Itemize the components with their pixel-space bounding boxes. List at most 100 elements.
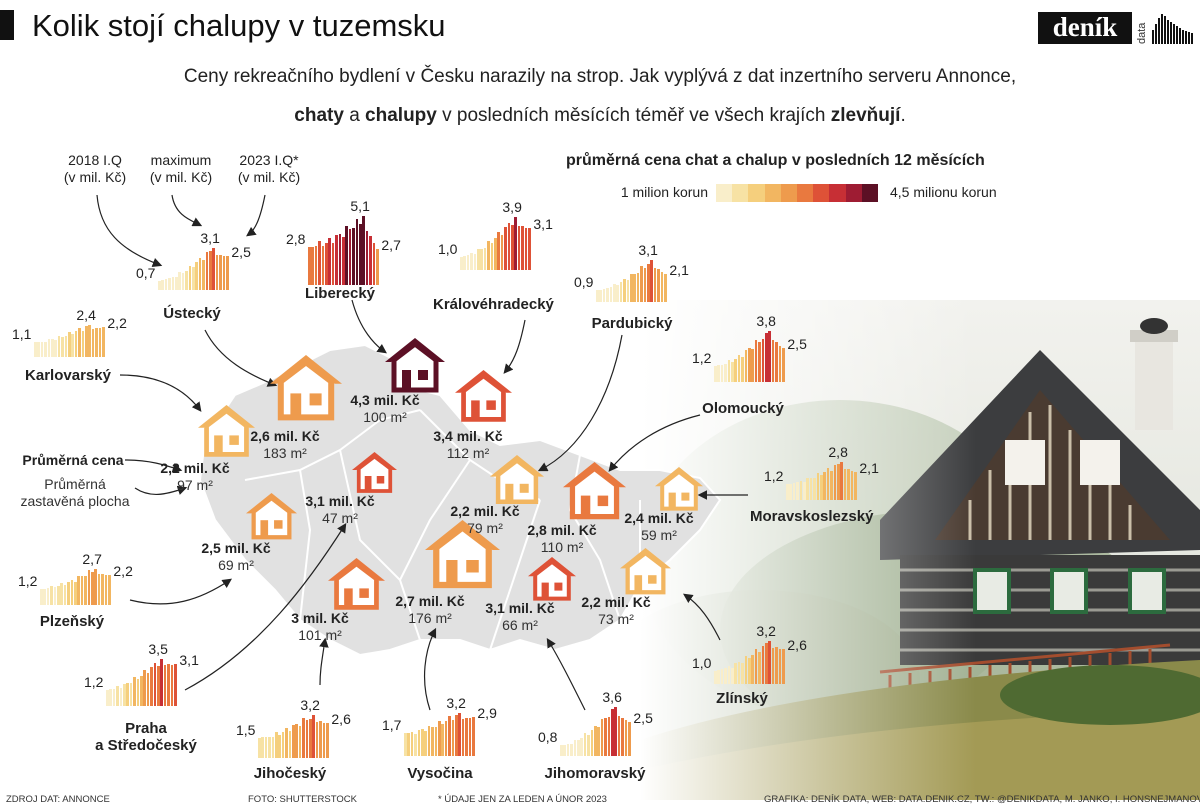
- bar: [322, 722, 326, 758]
- first-value-label: 1,5: [236, 721, 256, 738]
- bar: [348, 229, 352, 285]
- key-price-label: Průměrná cena: [22, 452, 124, 468]
- price-label: 2,2 mil. Kč: [450, 503, 520, 519]
- bar: [167, 664, 170, 706]
- bar: [653, 267, 657, 302]
- bar: [198, 258, 202, 290]
- bar: [778, 345, 782, 382]
- bar: [837, 463, 840, 500]
- bar: [109, 689, 112, 706]
- bar: [315, 721, 319, 758]
- bar: [261, 737, 264, 758]
- bar: [98, 328, 102, 357]
- legend-min-label: 1 milion korun: [620, 184, 708, 200]
- bar: [209, 251, 212, 290]
- bar: [44, 342, 47, 357]
- title-accent-bar: [0, 10, 14, 40]
- first-value-label: 1,0: [438, 240, 458, 257]
- house-icon: [246, 493, 297, 540]
- bar: [628, 722, 631, 756]
- key-max-label: maximum (v mil. Kč): [136, 152, 226, 186]
- bar: [150, 666, 153, 706]
- price-label: 3,1 mil. Kč: [485, 600, 555, 616]
- bar: [650, 260, 653, 302]
- bar: [168, 277, 171, 290]
- legend-swatch: [845, 184, 862, 202]
- bar: [528, 228, 531, 270]
- bar: [500, 235, 504, 270]
- max-value-label: 3,2: [756, 622, 776, 639]
- area-label: 47 m²: [322, 510, 358, 526]
- bar: [573, 739, 577, 756]
- logo-bars-icon: [1152, 12, 1194, 44]
- bar: [517, 225, 521, 270]
- bar: [158, 280, 161, 290]
- house-icon: [198, 405, 255, 457]
- bar: [833, 464, 837, 500]
- bar: [590, 729, 594, 756]
- bar: [102, 327, 105, 357]
- bar: [465, 717, 468, 756]
- bar: [504, 226, 507, 270]
- region-name: Vysočina: [407, 765, 473, 782]
- bar: [609, 287, 613, 302]
- bar: [60, 582, 63, 605]
- bar: [514, 217, 517, 270]
- last-value-label: 2,2: [107, 315, 127, 332]
- bar: [731, 361, 734, 382]
- bar: [47, 339, 51, 357]
- region-name: Plzeňský: [39, 613, 105, 630]
- bar: [298, 726, 302, 758]
- bar: [157, 665, 160, 706]
- bar: [487, 241, 490, 270]
- region-name: Jihomoravský: [544, 765, 646, 782]
- bar: [171, 276, 175, 290]
- area-label: 112 m²: [446, 445, 490, 461]
- bar: [106, 689, 109, 706]
- key-area-label: Průměrná zastavěná plocha: [20, 476, 130, 509]
- bar: [328, 237, 331, 285]
- bar: [854, 471, 857, 500]
- bar: [761, 645, 765, 684]
- bar: [192, 267, 195, 290]
- subtitle-text: a: [343, 105, 366, 126]
- last-value-label: 2,1: [859, 459, 879, 476]
- subtitle-word-chaty: chaty: [294, 105, 344, 126]
- bar: [112, 688, 116, 706]
- area-label: 79 m²: [467, 520, 503, 536]
- bar: [71, 334, 74, 357]
- bar: [847, 469, 850, 500]
- price-label: 3,1 mil. Kč: [305, 493, 375, 509]
- legend-swatch: [764, 184, 781, 202]
- bar: [566, 743, 570, 756]
- bar: [734, 663, 737, 684]
- area-label: 176 m²: [408, 610, 452, 626]
- bar: [295, 724, 298, 758]
- bar: [826, 467, 830, 500]
- bar: [421, 728, 424, 756]
- bar: [37, 341, 40, 357]
- bar: [40, 341, 44, 357]
- footer-credits: GRAFIKA: DENÍK DATA, WEB: DATA.DENIK.CZ,…: [764, 794, 1200, 805]
- bar: [455, 714, 458, 756]
- bar: [319, 721, 322, 758]
- bar: [830, 471, 833, 500]
- bar: [143, 669, 146, 706]
- price-label: 2,6 mil. Kč: [250, 428, 320, 444]
- first-value-label: 1,7: [382, 717, 402, 734]
- bar: [434, 726, 438, 756]
- bar: [331, 243, 335, 285]
- czech-republic-outline: [198, 343, 722, 657]
- bar: [782, 648, 785, 684]
- region-bar-chart: [258, 688, 329, 758]
- bar: [275, 732, 278, 758]
- bar: [580, 737, 583, 756]
- bar: [104, 575, 108, 605]
- region-name: Praha a Středočeský: [95, 720, 197, 754]
- bar: [431, 726, 434, 756]
- bar: [91, 328, 95, 357]
- first-value-label: 1,0: [692, 654, 712, 671]
- bar: [633, 273, 636, 302]
- bar: [570, 743, 573, 756]
- bar: [136, 678, 140, 706]
